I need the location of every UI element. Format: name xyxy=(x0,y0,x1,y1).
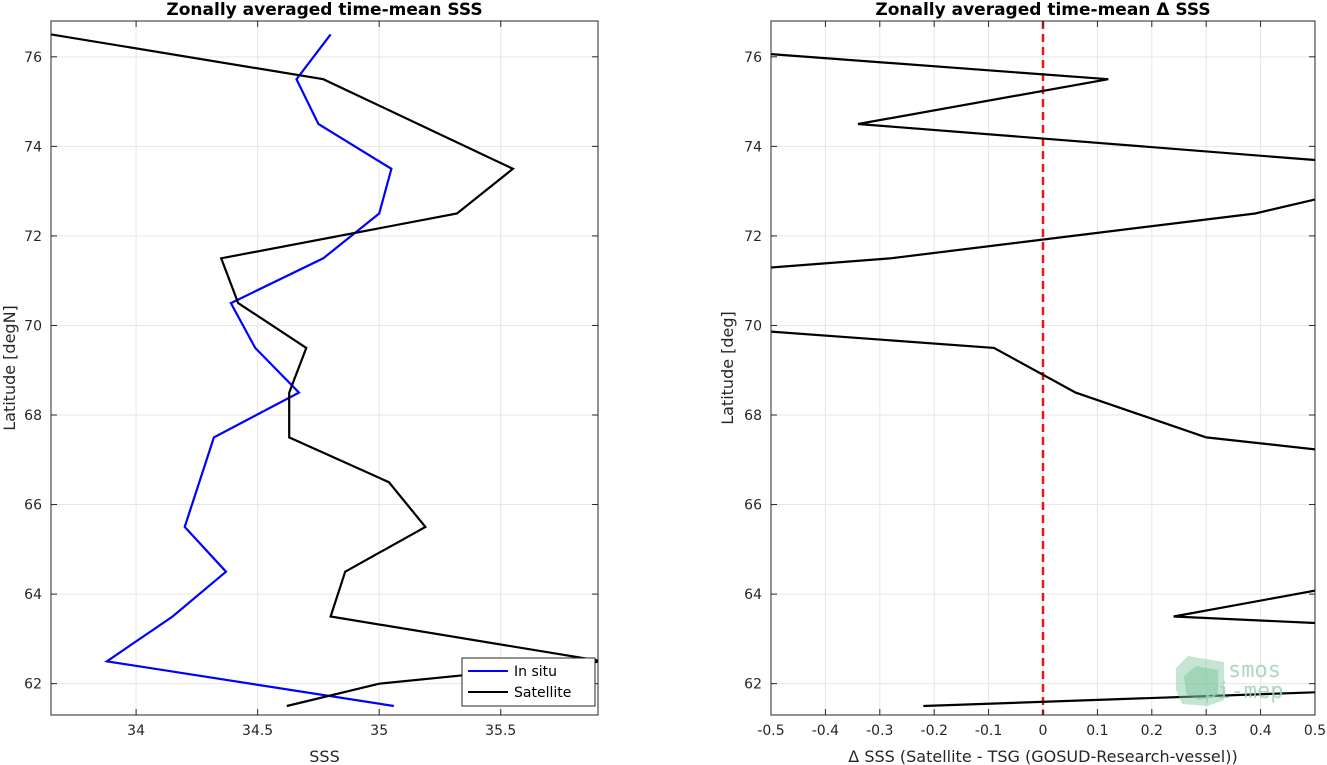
left-x-tick-label: 35.5 xyxy=(485,723,516,739)
right-series-line-delta-3 xyxy=(771,198,1315,269)
right-y-tick-label: 72 xyxy=(744,229,762,245)
right-x-tick-label: -0.5 xyxy=(757,723,784,739)
smos-pimep-logo: smos pi-mep xyxy=(1176,656,1283,706)
right-x-tick-label: 0 xyxy=(1039,723,1048,739)
right-y-tick-label: 62 xyxy=(744,677,762,693)
right-ticks: -0.5 -0.4 -0.3 -0.2 -0.1 0 0.1 0.2 0.3 0.4 0.5 62 64… xyxy=(744,21,1326,739)
legend: In situ Satellite xyxy=(461,657,596,707)
right-y-axis-label: Latitude [deg] xyxy=(718,311,737,425)
logo-text-line1: smos xyxy=(1228,658,1281,683)
right-x-axis-label: Δ SSS (Satellite - TSG (GOSUD-Research-v… xyxy=(848,747,1237,765)
left-y-tick-label: 62 xyxy=(24,677,42,693)
left-x-tick-label: 34 xyxy=(127,723,145,739)
left-y-tick-label: 70 xyxy=(24,318,42,334)
left-y-tick-label: 68 xyxy=(24,408,42,424)
legend-label-satellite: Satellite xyxy=(514,685,571,701)
left-series xyxy=(51,33,598,708)
right-series xyxy=(771,21,1315,715)
legend-label-in-situ: In situ xyxy=(514,664,557,680)
right-x-tick-label: 0.1 xyxy=(1086,723,1108,739)
right-y-tick-label: 66 xyxy=(744,498,762,514)
right-y-tick-label: 64 xyxy=(744,587,762,603)
right-series-line-delta-0 xyxy=(923,691,1315,708)
left-x-axis-label: SSS xyxy=(309,747,339,765)
right-y-tick-label: 76 xyxy=(744,50,762,66)
left-axes-box xyxy=(50,20,599,716)
right-x-tick-label: -0.2 xyxy=(921,723,948,739)
left-grid xyxy=(51,21,598,715)
logo-text-line2: pi-mep xyxy=(1204,679,1283,704)
right-chart: -0.5 -0.4 -0.3 -0.2 -0.1 0 0.1 0.2 0.3 0.4 0.5 62 64… xyxy=(718,0,1326,765)
right-x-tick-label: 0.5 xyxy=(1304,723,1326,739)
right-series-line-delta-2 xyxy=(771,330,1315,451)
left-y-axis-label: Latitude [degN] xyxy=(0,305,19,431)
right-x-tick-label: -0.4 xyxy=(812,723,839,739)
left-chart-title: Zonally averaged time-mean SSS xyxy=(166,0,482,20)
right-y-tick-label: 74 xyxy=(744,139,762,155)
left-x-tick-label: 34.5 xyxy=(242,723,273,739)
right-y-tick-label: 68 xyxy=(744,408,762,424)
left-series-line-satellite xyxy=(51,33,598,708)
left-y-tick-label: 64 xyxy=(24,587,42,603)
left-plot-area xyxy=(51,21,598,715)
left-ticks: 34 34.5 35 35.5 62 64 66 68 70 72 74 76 xyxy=(24,21,598,739)
logo-wave-shape xyxy=(1176,656,1224,706)
left-chart: 34 34.5 35 35.5 62 64 66 68 70 72 74 76 Zonally ave… xyxy=(0,0,599,765)
left-x-tick-label: 35 xyxy=(370,723,388,739)
right-series-line-delta-1 xyxy=(1173,589,1315,625)
left-y-tick-label: 72 xyxy=(24,229,42,245)
right-x-tick-label: 0.3 xyxy=(1195,723,1217,739)
left-y-tick-label: 76 xyxy=(24,50,42,66)
right-x-tick-label: 0.2 xyxy=(1141,723,1163,739)
right-chart-title: Zonally averaged time-mean Δ SSS xyxy=(875,0,1210,20)
left-y-tick-label: 66 xyxy=(24,498,42,514)
left-series-line-in-situ xyxy=(103,33,394,708)
right-series-line-delta-4 xyxy=(771,53,1315,162)
legend-box xyxy=(461,657,596,707)
right-x-tick-label: -0.3 xyxy=(866,723,893,739)
right-y-tick-label: 70 xyxy=(744,318,762,334)
right-x-tick-label: -0.1 xyxy=(975,723,1002,739)
logo-wave-shape-inner xyxy=(1184,666,1218,700)
right-x-tick-label: 0.4 xyxy=(1249,723,1271,739)
left-y-tick-label: 74 xyxy=(24,139,42,155)
